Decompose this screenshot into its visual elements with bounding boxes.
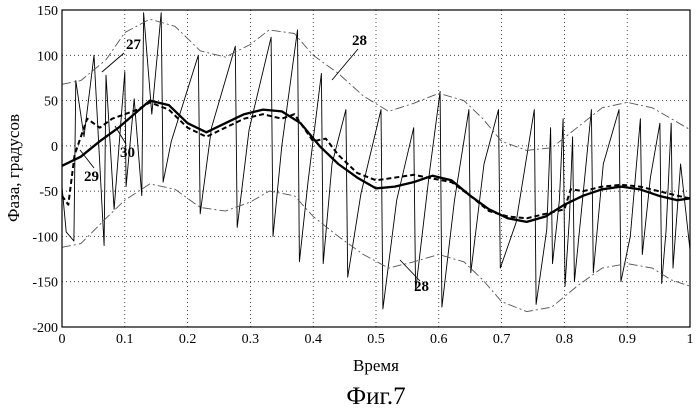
y-tick-label: -200	[32, 321, 58, 336]
x-tick-label: 0.8	[556, 332, 574, 347]
series-line-27-0	[62, 13, 690, 309]
y-axis-label: Фаза, градусов	[4, 114, 23, 222]
y-tick-label: -150	[32, 276, 58, 291]
callout-label: 28	[414, 279, 429, 295]
x-tick-label: 0.5	[367, 332, 385, 347]
x-tick-label: 0.2	[179, 332, 197, 347]
y-tick-label: 50	[44, 95, 58, 110]
y-tick-labels: 150 100 50 0 -50 -100 -150 -200	[32, 4, 58, 336]
callout-label: 28	[352, 33, 367, 49]
x-tick-label: 0.4	[304, 332, 322, 347]
y-tick-label: 150	[37, 4, 58, 19]
x-axis-label: Время	[353, 356, 399, 375]
x-tick-label: 0.3	[242, 332, 260, 347]
x-tick-label: 0.7	[493, 332, 511, 347]
y-tick-label: 0	[51, 140, 58, 155]
x-tick-labels: 0 0.1 0.2 0.3 0.4 0.5 0.6 0.7 0.8 0.9 1	[59, 332, 694, 347]
y-tick-label: 100	[37, 49, 58, 64]
plot-frame	[62, 10, 690, 327]
x-tick-label: 0.6	[430, 332, 448, 347]
x-tick-label: 0.1	[116, 332, 134, 347]
callout-label: 29	[84, 169, 99, 185]
figure-caption: Фиг.7	[346, 383, 405, 410]
y-tick-label: -100	[32, 230, 58, 245]
callout-label: 30	[120, 145, 135, 161]
series-callouts: 27 28 28 29 30	[80, 33, 429, 295]
callout-leader	[102, 53, 124, 72]
y-tick-label: -50	[39, 185, 58, 200]
callout-label: 27	[126, 37, 142, 53]
callout-leader	[332, 49, 358, 80]
x-tick-label: 1	[687, 332, 694, 347]
series-line-30-4	[62, 102, 690, 218]
x-tick-label: 0.9	[618, 332, 636, 347]
grid-lines	[62, 10, 690, 327]
x-tick-label: 0	[59, 332, 66, 347]
